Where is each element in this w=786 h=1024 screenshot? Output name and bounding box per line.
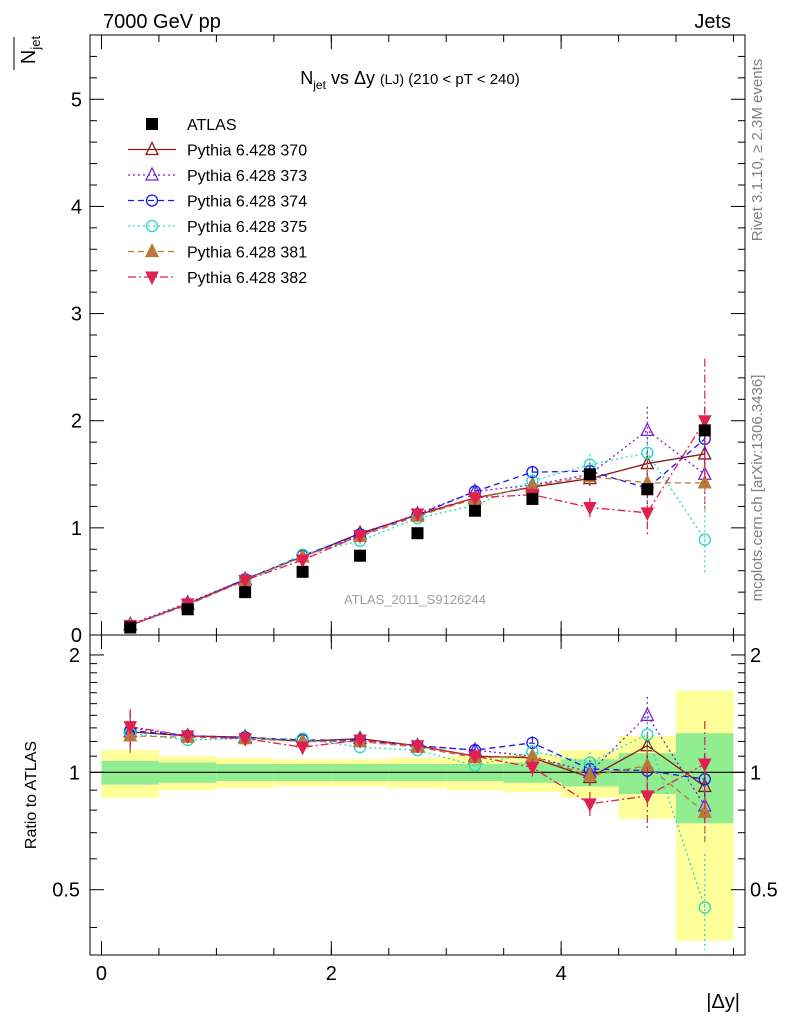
main-y-label: Njet: [18, 36, 43, 65]
legend-marker: [146, 118, 158, 130]
header-collision: 7000 GeV pp: [103, 11, 221, 33]
data-point: [353, 529, 367, 544]
legend-marker: [144, 243, 160, 258]
data-point: [468, 492, 482, 506]
y-tick-label: 3: [71, 304, 82, 326]
analysis-label: ATLAS_2011_S9126244: [344, 592, 486, 607]
legend-entry: Pythia 6.428 373: [128, 166, 307, 185]
data-point: [698, 533, 711, 546]
legend-entry: Pythia 6.428 382: [128, 270, 307, 287]
header-rivet-version: Rivet 3.1.10, ≥ 2.3M events: [749, 59, 766, 242]
ratio-y-tick-label-right: 0.5: [750, 880, 778, 902]
ratio-data-point: [123, 721, 138, 735]
data-point: [181, 603, 194, 616]
data-point: [468, 504, 481, 517]
data-point: [124, 621, 137, 634]
data-point: [238, 574, 252, 589]
legend-entry: Pythia 6.428 374: [128, 194, 307, 211]
y-tick-label: 1: [71, 518, 82, 540]
legend-label: Pythia 6.428 375: [187, 219, 307, 236]
legend-marker: [145, 271, 159, 286]
legend-label: Pythia 6.428 373: [187, 168, 307, 185]
data-point: [411, 527, 424, 540]
series-line: [129, 438, 706, 626]
data-point: [296, 565, 309, 578]
legend-label: Pythia 6.428 370: [187, 143, 307, 160]
data-point: [583, 502, 597, 516]
legend-marker: [145, 194, 159, 207]
ratio-panel: 0.5 0.5 1 1 2 2 0 2 4 Ratio to ATLAS |Δy|: [23, 634, 778, 1013]
ratio-y-tick-label-right: 2: [750, 645, 761, 667]
data-point: [583, 468, 596, 481]
data-point: [641, 483, 654, 496]
ratio-data-point: [468, 750, 482, 765]
data-point: [410, 508, 425, 523]
y-tick-label: 2: [71, 411, 82, 433]
legend-label: Pythia 6.428 382: [187, 270, 307, 287]
ratio-y-label: Ratio to ATLAS: [23, 741, 40, 849]
y-tick-label: 0: [71, 625, 82, 647]
data-point: [698, 424, 711, 437]
data-point: [640, 507, 655, 521]
x-tick-label: 0: [96, 963, 107, 985]
header-jets: Jets: [694, 11, 731, 33]
ratio-frame: [89, 634, 746, 956]
ratio-data-point: [640, 790, 655, 805]
y-tick-label: 4: [71, 196, 82, 218]
data-point: [354, 549, 367, 562]
ratio-data-point: [410, 740, 425, 754]
legend-entry: Pythia 6.428 370: [128, 141, 307, 160]
legend-label: Pythia 6.428 381: [187, 245, 307, 262]
x-tick-label: 4: [556, 963, 567, 985]
ratio-series-pythia-6-428-382: [123, 709, 712, 831]
x-axis-label: |Δy|: [706, 991, 740, 1013]
ratio-data-point: [123, 727, 138, 742]
ratio-y-tick-label: 2: [69, 645, 80, 667]
data-point: [239, 586, 252, 599]
series-atlas: [124, 424, 711, 634]
legend: ATLAS Pythia 6.428 370 Pythia 6.428 373 Pyt…: [128, 117, 307, 287]
legend-entry: ATLAS: [146, 117, 237, 134]
ratio-data-point: [641, 728, 654, 741]
legend-marker: [144, 166, 160, 181]
ratio-y-tick-label: 0.5: [52, 880, 80, 902]
ratio-data-point: [583, 798, 597, 812]
x-tick-label: 2: [326, 963, 337, 985]
main-title: Njet vs Δy (LJ) (210 < pT < 240): [300, 68, 519, 92]
ratio-data-point: [295, 741, 310, 756]
ratio-data-point: [697, 758, 712, 773]
data-point: [641, 446, 654, 460]
legend-entry: Pythia 6.428 375: [128, 219, 307, 236]
legend-entry: Pythia 6.428 381: [128, 243, 307, 262]
ratio-data-point: [640, 706, 655, 721]
legend-marker: [145, 219, 159, 233]
ratio-series-line: [130, 732, 706, 908]
legend-label: ATLAS: [187, 117, 237, 134]
legend-label: Pythia 6.428 374: [187, 194, 307, 211]
legend-marker: [144, 141, 160, 156]
ratio-data-point: [180, 730, 195, 745]
ratio-data-point: [582, 767, 597, 782]
y-tick-label: 5: [71, 89, 82, 111]
ratio-data-point: [698, 901, 711, 914]
ratio-y-tick-label: 1: [69, 762, 80, 784]
data-point: [295, 554, 310, 569]
ratio-data-point: [353, 734, 367, 749]
ratio-data-point: [238, 733, 252, 747]
ratio-series-line: [130, 729, 705, 780]
data-point: [526, 492, 539, 505]
ratio-y-tick-label-right: 1: [750, 762, 761, 784]
data-point: [697, 415, 712, 429]
ratio-data-point: [525, 761, 540, 776]
header-mcplots: mcplots.cern.ch [arXiv:1306.3436]: [749, 375, 766, 602]
